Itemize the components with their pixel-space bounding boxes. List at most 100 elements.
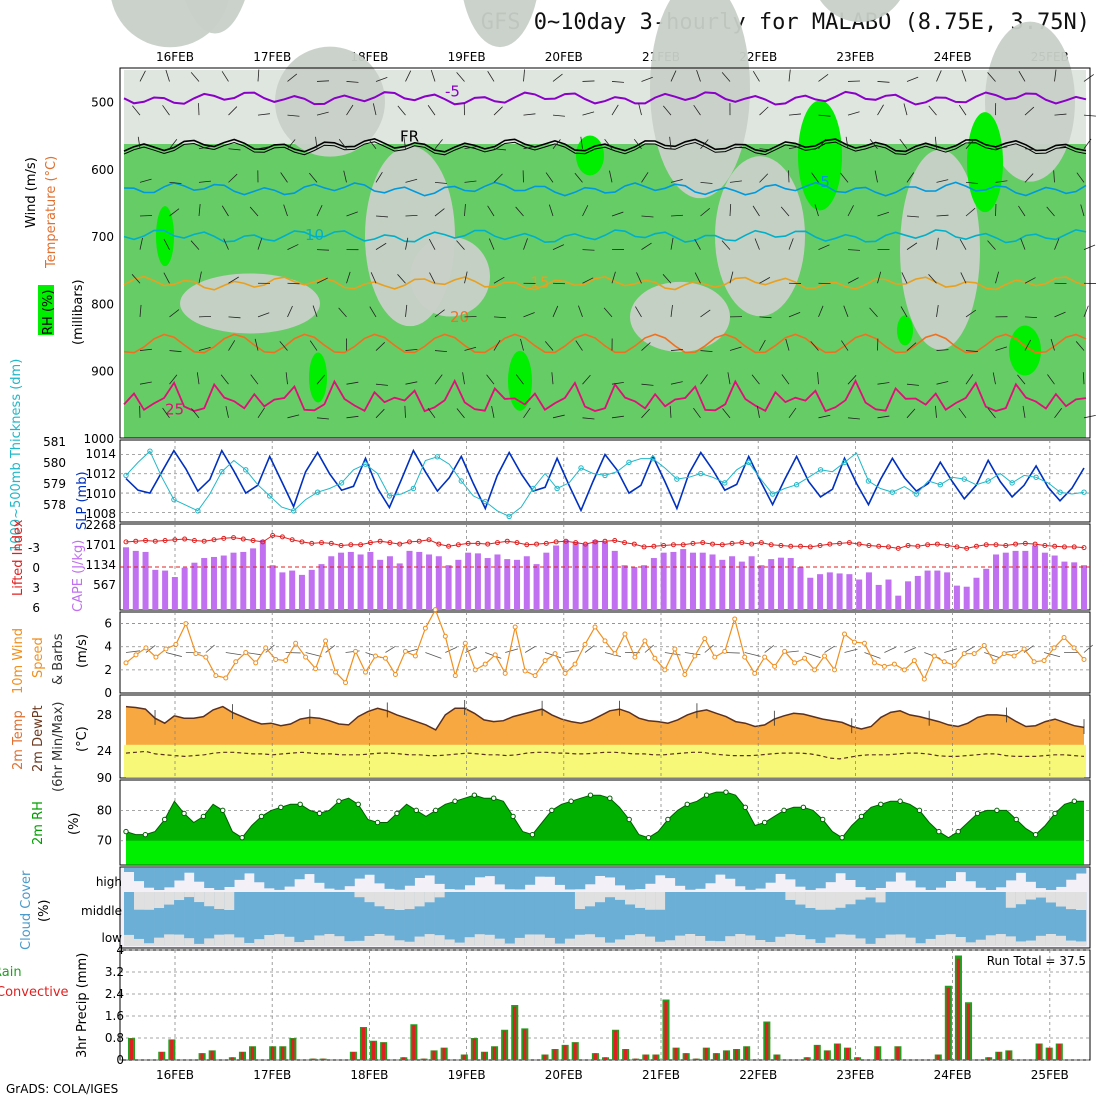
pressure-tick: 1000 bbox=[83, 432, 114, 446]
wind-barb bbox=[493, 173, 503, 183]
cloud-mid-bar bbox=[1005, 892, 1017, 945]
wind-barb bbox=[729, 180, 742, 183]
rh-point bbox=[607, 795, 613, 801]
wind-barb bbox=[198, 103, 200, 116]
date-label-top: 20FEB bbox=[545, 50, 583, 64]
cloud-low-gap bbox=[735, 934, 746, 946]
rh-moist-patch bbox=[309, 352, 327, 403]
date-label-bottom: 17FEB bbox=[253, 1068, 291, 1082]
wind-speed-point bbox=[283, 658, 289, 664]
cloud-high-bar bbox=[815, 868, 826, 889]
cape-bar bbox=[631, 567, 638, 610]
lifted-point bbox=[778, 543, 784, 548]
wind-speed-point bbox=[193, 651, 199, 657]
wind-speed-point bbox=[1061, 634, 1067, 640]
wind-barb bbox=[906, 242, 918, 250]
rh-point bbox=[955, 828, 961, 835]
cloud-low-gap bbox=[314, 935, 325, 946]
wind-barb bbox=[847, 375, 857, 385]
wind-barb bbox=[139, 381, 152, 385]
cloud-high-bar bbox=[875, 868, 886, 888]
wind-barb bbox=[139, 348, 152, 351]
cloud-mid-gap bbox=[875, 892, 886, 903]
ylabel-rh: RH (%) bbox=[41, 290, 56, 335]
precip-conv-bar bbox=[502, 1030, 507, 1060]
cape-bar bbox=[817, 574, 824, 610]
cloud-high-bar bbox=[975, 868, 987, 888]
cloud-high-bar bbox=[925, 868, 936, 890]
lifted-point bbox=[846, 540, 852, 546]
pressure-tick: 500 bbox=[91, 96, 114, 110]
lifted-point bbox=[856, 541, 862, 547]
cloud-low-gap bbox=[885, 934, 896, 946]
date-label-top: 16FEB bbox=[156, 50, 194, 64]
cloud-mid-bar bbox=[805, 892, 816, 945]
wind-barb bbox=[405, 70, 412, 82]
cloud-high-bar bbox=[354, 868, 365, 879]
lifted-point bbox=[377, 538, 383, 544]
wind-speed-point bbox=[163, 646, 169, 652]
cloud-mid-bar bbox=[504, 892, 516, 945]
wind-barb bbox=[287, 305, 293, 318]
lifted-point bbox=[749, 541, 755, 547]
rh-point bbox=[626, 816, 632, 823]
cape-bar bbox=[602, 541, 608, 610]
wind-barb bbox=[465, 647, 477, 653]
cloud-mid-gap bbox=[154, 892, 165, 909]
wind-barb bbox=[578, 305, 583, 318]
cloud-low-gap bbox=[775, 936, 786, 946]
wind-barb bbox=[785, 338, 790, 351]
wind-barb bbox=[169, 208, 180, 217]
cloud-high-bar bbox=[605, 868, 616, 878]
wind-speed-point bbox=[203, 654, 209, 660]
wind-barb bbox=[552, 305, 559, 318]
wind-barb bbox=[928, 274, 937, 284]
precip-conv-bar bbox=[200, 1053, 204, 1060]
wind-barb bbox=[169, 309, 180, 318]
lifted-point bbox=[993, 542, 999, 548]
wind-barb bbox=[163, 272, 170, 284]
wind-barb bbox=[137, 136, 141, 149]
lifted-point bbox=[231, 535, 237, 541]
lifted-point bbox=[182, 536, 188, 542]
wind-speed-point bbox=[133, 652, 139, 658]
cape-bar bbox=[357, 554, 364, 610]
cape-bar bbox=[328, 556, 335, 610]
cloud-mid-gap bbox=[655, 892, 666, 910]
wind-barb bbox=[405, 215, 418, 217]
precip-conv-bar bbox=[432, 1050, 436, 1060]
wind-barb bbox=[434, 350, 447, 353]
cloud-mid-bar bbox=[234, 892, 245, 945]
cloud-high-bar bbox=[494, 868, 506, 885]
wind-barb bbox=[959, 239, 967, 250]
wind-barb bbox=[464, 146, 477, 150]
cloud-mid-bar bbox=[164, 892, 175, 945]
wind-barb bbox=[636, 272, 642, 284]
cloud-high-bar bbox=[825, 868, 836, 883]
wind-speed-point bbox=[582, 641, 588, 647]
cloud-mid-bar bbox=[875, 892, 886, 945]
lifted-point bbox=[279, 534, 285, 540]
wind-barb bbox=[1024, 148, 1037, 151]
rh-point bbox=[839, 834, 845, 841]
wind-barb bbox=[1076, 172, 1085, 183]
wind-barb bbox=[965, 309, 977, 318]
cape-bar bbox=[963, 586, 970, 610]
wind-barb bbox=[375, 408, 385, 419]
wind-speed-point bbox=[1071, 645, 1077, 651]
thickness-point bbox=[1033, 474, 1039, 480]
cape-bar bbox=[494, 554, 501, 610]
wind-speed-point bbox=[772, 663, 778, 669]
precip-conv-bar bbox=[835, 1043, 839, 1060]
cape-bar bbox=[582, 543, 589, 610]
cloud-low-gap bbox=[504, 943, 516, 946]
temp-line bbox=[125, 705, 1085, 731]
wind-barb bbox=[316, 204, 323, 217]
cloud-mid-bar bbox=[1035, 892, 1047, 945]
rh-point bbox=[1071, 798, 1078, 804]
cape-bar bbox=[885, 579, 892, 610]
precip-conv-bar bbox=[412, 1025, 416, 1060]
rh-point bbox=[123, 828, 129, 835]
rh-point bbox=[761, 819, 768, 826]
ylabel-lifted: Lifted Index bbox=[11, 519, 26, 596]
